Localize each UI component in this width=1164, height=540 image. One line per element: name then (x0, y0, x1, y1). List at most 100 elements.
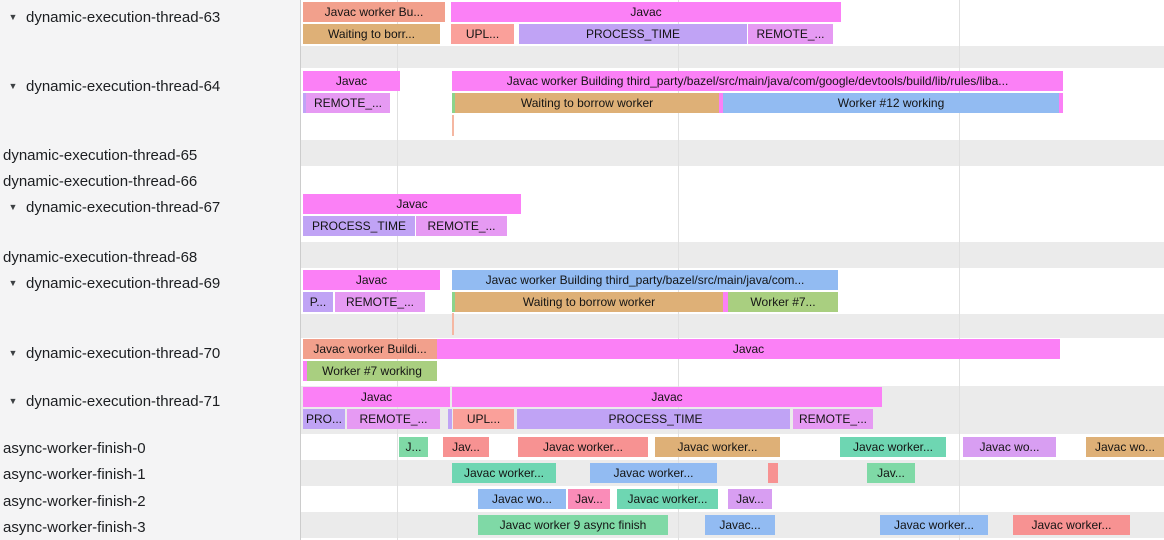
trace-slice[interactable]: J... (399, 437, 428, 457)
trace-slice[interactable]: Javac worker... (452, 463, 556, 483)
sidebar-item-async-worker-finish-0[interactable]: async-worker-finish-0 (0, 437, 300, 459)
trace-slice[interactable]: Javac (303, 387, 450, 407)
sidebar-item-dynamic-execution-thread-71[interactable]: ▼ dynamic-execution-thread-71 (0, 390, 300, 412)
trace-slice[interactable] (452, 292, 455, 312)
trace-slice[interactable]: Waiting to borrow worker (455, 93, 719, 113)
expand-triangle-icon[interactable]: ▼ (8, 12, 18, 22)
trace-slice[interactable]: Jav... (867, 463, 915, 483)
trace-slice[interactable]: UPL... (453, 409, 514, 429)
thread-name-label: dynamic-execution-thread-70 (26, 344, 221, 362)
expand-triangle-icon[interactable]: ▼ (8, 396, 18, 406)
trace-slice[interactable]: REMOTE_... (335, 292, 425, 312)
sidebar-item-dynamic-execution-thread-63[interactable]: ▼ dynamic-execution-thread-63 (0, 6, 300, 28)
row-shade-band (301, 46, 1164, 68)
thread-name-label: dynamic-execution-thread-66 (3, 172, 198, 190)
time-gridline (959, 0, 960, 540)
expand-triangle-icon[interactable]: ▼ (8, 202, 18, 212)
trace-slice[interactable]: Javac... (705, 515, 775, 535)
trace-slice[interactable]: Javac worker... (655, 437, 780, 457)
trace-slice[interactable]: Javac (303, 71, 400, 91)
trace-slice[interactable]: Javac worker... (518, 437, 648, 457)
trace-slice[interactable]: UPL... (451, 24, 514, 44)
trace-slice[interactable]: Waiting to borr... (303, 24, 440, 44)
sidebar-item-dynamic-execution-thread-67[interactable]: ▼ dynamic-execution-thread-67 (0, 196, 300, 218)
trace-slice[interactable]: Javac worker... (590, 463, 717, 483)
trace-slice[interactable]: Javac (437, 339, 1060, 359)
trace-slice[interactable]: Waiting to borrow worker (455, 292, 723, 312)
trace-slice[interactable] (768, 463, 778, 483)
trace-slice[interactable] (448, 409, 452, 429)
trace-slice[interactable]: Worker #7... (728, 292, 838, 312)
trace-slice[interactable] (517, 409, 521, 429)
trace-slice[interactable]: Javac (303, 270, 440, 290)
trace-slice[interactable]: REMOTE_... (416, 216, 507, 236)
trace-slice[interactable]: Jav... (443, 437, 489, 457)
sidebar-item-async-worker-finish-3[interactable]: async-worker-finish-3 (0, 516, 300, 538)
trace-slice[interactable]: Javac wo... (1086, 437, 1164, 457)
trace-slice[interactable]: REMOTE_... (347, 409, 440, 429)
trace-slice[interactable]: Javac wo... (478, 489, 566, 509)
sidebar-item-dynamic-execution-thread-70[interactable]: ▼ dynamic-execution-thread-70 (0, 342, 300, 364)
sidebar-item-async-worker-finish-1[interactable]: async-worker-finish-1 (0, 463, 300, 485)
sidebar-item-dynamic-execution-thread-68[interactable]: dynamic-execution-thread-68 (0, 246, 300, 268)
trace-slice[interactable]: PROCESS_TIME (519, 24, 747, 44)
trace-slice[interactable]: Javac (452, 387, 882, 407)
thread-name-label: async-worker-finish-3 (3, 518, 146, 536)
instant-event-tick[interactable] (452, 115, 454, 136)
trace-slice[interactable] (723, 292, 728, 312)
sidebar-item-dynamic-execution-thread-64[interactable]: ▼ dynamic-execution-thread-64 (0, 75, 300, 97)
thread-name-label: async-worker-finish-2 (3, 492, 146, 510)
trace-slice[interactable] (452, 93, 455, 113)
trace-slice[interactable] (1059, 93, 1063, 113)
trace-slice[interactable]: Javac worker... (1013, 515, 1130, 535)
thread-list-sidebar[interactable]: ▼ dynamic-execution-thread-63 ▼ dynamic-exe… (0, 0, 301, 540)
thread-name-label: dynamic-execution-thread-63 (26, 8, 221, 26)
expand-triangle-icon[interactable]: ▼ (8, 81, 18, 91)
trace-slice[interactable]: REMOTE_... (793, 409, 873, 429)
expand-triangle-icon[interactable]: ▼ (8, 348, 18, 358)
trace-slice[interactable]: Javac worker... (840, 437, 946, 457)
trace-slice[interactable]: Worker #12 working (723, 93, 1059, 113)
row-shade-band (301, 314, 1164, 338)
thread-name-label: dynamic-execution-thread-64 (26, 77, 221, 95)
instant-event-tick[interactable] (452, 313, 454, 335)
sidebar-item-dynamic-execution-thread-65[interactable]: dynamic-execution-thread-65 (0, 144, 300, 166)
trace-slice[interactable] (303, 361, 307, 381)
trace-slice[interactable]: REMOTE_... (306, 93, 390, 113)
trace-slice[interactable]: Javac (451, 2, 841, 22)
thread-name-label: dynamic-execution-thread-71 (26, 392, 221, 410)
thread-name-label: dynamic-execution-thread-68 (3, 248, 198, 266)
trace-slice[interactable]: PROCESS_TIME (303, 216, 415, 236)
sidebar-item-async-worker-finish-2[interactable]: async-worker-finish-2 (0, 490, 300, 512)
row-shade-band (301, 460, 1164, 486)
expand-triangle-icon[interactable]: ▼ (8, 278, 18, 288)
trace-slice[interactable]: Javac worker Bu... (303, 2, 445, 22)
trace-slice[interactable]: Jav... (568, 489, 610, 509)
trace-slice[interactable]: Worker #7 working (307, 361, 437, 381)
trace-slice[interactable]: Javac worker... (617, 489, 718, 509)
trace-slice[interactable]: REMOTE_... (748, 24, 833, 44)
trace-slice[interactable]: Javac wo... (963, 437, 1056, 457)
trace-slice[interactable] (719, 93, 723, 113)
thread-name-label: dynamic-execution-thread-69 (26, 274, 221, 292)
thread-name-label: async-worker-finish-1 (3, 465, 146, 483)
row-shade-band (301, 242, 1164, 268)
trace-slice[interactable]: Javac (303, 194, 521, 214)
trace-slice[interactable]: Javac worker Building third_party/bazel/… (452, 270, 838, 290)
sidebar-item-dynamic-execution-thread-66[interactable]: dynamic-execution-thread-66 (0, 170, 300, 192)
trace-slice[interactable]: PROCESS_TIME (521, 409, 790, 429)
trace-slice[interactable]: Javac worker 9 async finish (478, 515, 668, 535)
trace-slice[interactable] (303, 93, 306, 113)
thread-name-label: dynamic-execution-thread-67 (26, 198, 221, 216)
thread-name-label: async-worker-finish-0 (3, 439, 146, 457)
trace-slice[interactable]: Javac worker Building third_party/bazel/… (452, 71, 1063, 91)
sidebar-item-dynamic-execution-thread-69[interactable]: ▼ dynamic-execution-thread-69 (0, 272, 300, 294)
trace-slice[interactable]: Javac worker Buildi... (303, 339, 437, 359)
trace-slice[interactable]: Javac worker... (880, 515, 988, 535)
row-shade-band (301, 140, 1164, 166)
trace-slice[interactable]: P... (303, 292, 333, 312)
trace-slice[interactable]: Jav... (728, 489, 772, 509)
trace-slice[interactable]: PRO... (303, 409, 345, 429)
